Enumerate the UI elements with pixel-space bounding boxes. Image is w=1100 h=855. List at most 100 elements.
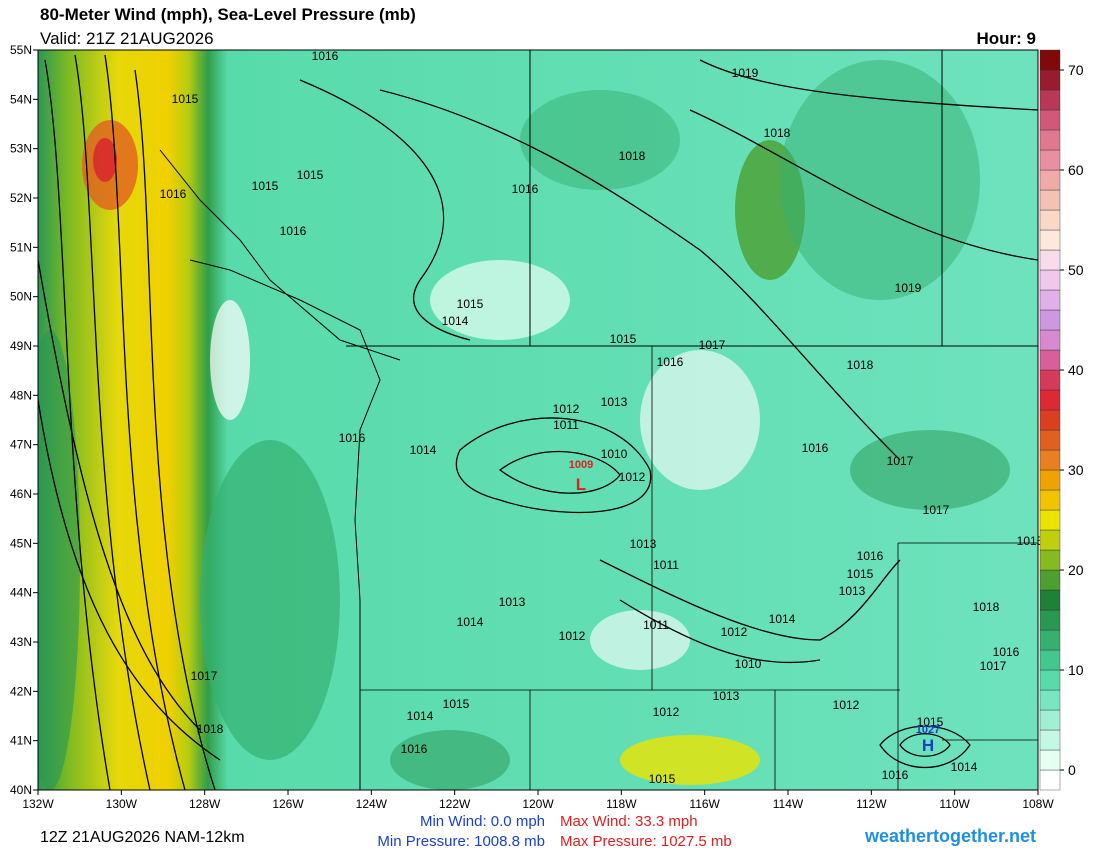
- isobar-label: 1017: [923, 503, 950, 517]
- isobar-label: 1016: [882, 768, 909, 782]
- y-tick-label: 45N: [10, 536, 32, 550]
- isobar-label: 1015: [847, 567, 874, 581]
- x-tick-label: 110W: [939, 797, 970, 811]
- colorbar-swatch: [1039, 669, 1061, 691]
- y-tick-label: 49N: [10, 339, 32, 353]
- colorbar-swatch: [1039, 309, 1061, 331]
- isobar-label: 1014: [951, 760, 978, 774]
- isobar-label: 1018: [619, 149, 646, 163]
- colorbar-swatch: [1039, 449, 1061, 471]
- colorbar-swatch: [1039, 429, 1061, 451]
- isobar-label: 1014: [457, 615, 484, 629]
- high-pressure-symbol: H: [922, 736, 934, 755]
- isobar-label: 1015: [610, 332, 637, 346]
- isobar-label: 1016: [312, 49, 339, 63]
- colorbar-swatch: [1039, 69, 1061, 91]
- colorbar-swatch: [1039, 469, 1061, 491]
- isobar-label: 1015: [443, 697, 470, 711]
- isobar-label: 1018: [197, 722, 224, 736]
- isobar-label: 1010: [601, 447, 628, 461]
- isobar-label: 1012: [553, 402, 580, 416]
- isobar-label: 1012: [559, 629, 586, 643]
- isobar-label: 1016: [160, 187, 187, 201]
- colorbar-swatch: [1039, 169, 1061, 191]
- isobar-label: 1016: [657, 355, 684, 369]
- min-wind: Min Wind: 0.0 mph: [420, 813, 545, 830]
- x-tick-label: 132W: [22, 797, 54, 811]
- isobar-label: 1011: [653, 558, 679, 572]
- isobar-label: 1013: [630, 537, 657, 551]
- colorbar-swatch: [1039, 229, 1061, 251]
- colorbar-swatch: [1039, 649, 1061, 671]
- title: 80-Meter Wind (mph), Sea-Level Pressure …: [40, 5, 416, 24]
- colorbar-swatch: [1039, 329, 1061, 351]
- isobar-label: 1013: [499, 595, 526, 609]
- low-pressure-symbol: L: [576, 475, 586, 494]
- y-tick-label: 48N: [10, 388, 32, 402]
- colorbar-swatch: [1039, 629, 1061, 651]
- colorbar-swatch: [1039, 189, 1061, 211]
- isobar-label: 1016: [993, 645, 1020, 659]
- isobar-label: 1017: [887, 454, 914, 468]
- y-tick-label: 44N: [10, 586, 32, 600]
- colorbar-swatch: [1039, 569, 1061, 591]
- colorbar-swatch: [1039, 369, 1061, 391]
- colorbar-swatch: [1039, 89, 1061, 111]
- isobar-label: 1013: [713, 689, 740, 703]
- colorbar-swatch: [1039, 149, 1061, 171]
- y-tick-label: 51N: [10, 240, 32, 254]
- colorbar-swatch: [1039, 269, 1061, 291]
- colorbar-swatch: [1039, 689, 1061, 711]
- colorbar-swatch: [1039, 209, 1061, 231]
- colorbar-swatch: [1039, 129, 1061, 151]
- colorbar-swatch: [1039, 389, 1061, 411]
- colorbar-swatch: [1039, 549, 1061, 571]
- colorbar-swatch: [1039, 489, 1061, 511]
- isobar-label: 1016: [339, 431, 366, 445]
- isobar-label: 1015: [297, 168, 324, 182]
- isobar-label: 1012: [833, 698, 860, 712]
- x-tick-label: 108W: [1022, 797, 1054, 811]
- isobar-label: 1016: [280, 224, 307, 238]
- y-tick-label: 55N: [10, 43, 32, 57]
- colorbar-swatch: [1039, 289, 1061, 311]
- isobar-label: 1019: [895, 281, 922, 295]
- isobar-label: 1016: [802, 441, 829, 455]
- isobar-label: 1018: [973, 600, 1000, 614]
- colorbar-swatch: [1039, 729, 1061, 751]
- isobar-label: 1014: [410, 443, 437, 457]
- colorbar-swatch: [1039, 409, 1061, 431]
- colorbar-tick-label: 30: [1068, 462, 1084, 478]
- isobar-label: 1013: [601, 395, 628, 409]
- y-tick-label: 54N: [10, 92, 32, 106]
- min-pressure: Min Pressure: 1008.8 mb: [377, 833, 545, 850]
- map-field: [38, 50, 1038, 790]
- isobar-label: 1012: [721, 625, 748, 639]
- y-tick-label: 43N: [10, 635, 32, 649]
- colorbar-swatch: [1039, 749, 1061, 771]
- isobar-label: 1014: [769, 612, 796, 626]
- x-tick-label: 130W: [106, 797, 138, 811]
- isobar-label: 1013: [839, 584, 866, 598]
- isobar-label: 1015: [457, 297, 484, 311]
- y-tick-label: 40N: [10, 783, 32, 797]
- colorbar-tick-label: 60: [1068, 162, 1084, 178]
- y-tick-label: 47N: [10, 438, 32, 452]
- model-run: 12Z 21AUG2026 NAM-12km: [40, 829, 245, 846]
- y-tick-label: 46N: [10, 487, 32, 501]
- colorbar-swatch: [1039, 769, 1061, 791]
- isobar-label: 1014: [407, 709, 434, 723]
- colorbar-tick-label: 50: [1068, 262, 1084, 278]
- x-tick-label: 128W: [189, 797, 221, 811]
- x-tick-label: 122W: [439, 797, 471, 811]
- x-tick-label: 116W: [689, 797, 720, 811]
- colorbar-tick-label: 0: [1068, 762, 1076, 778]
- y-tick-label: 41N: [10, 734, 32, 748]
- colorbar-tick-label: 20: [1068, 562, 1084, 578]
- x-tick-label: 118W: [606, 797, 637, 811]
- high-pressure-value: 1027: [916, 724, 940, 736]
- x-tick-label: 112W: [856, 797, 887, 811]
- isobar-label: 1010: [735, 657, 762, 671]
- colorbar-swatch: [1039, 709, 1061, 731]
- colorbar-swatch: [1039, 509, 1061, 531]
